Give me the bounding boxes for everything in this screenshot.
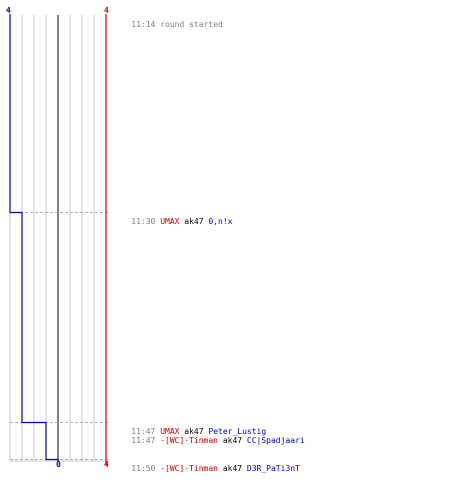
red-team-end-score: 4 bbox=[104, 460, 109, 469]
blue-team-end-score: 0 bbox=[56, 460, 61, 469]
event-text: round started bbox=[160, 20, 223, 29]
event-kill: 11:30 UMAX ak47 0,n!x bbox=[112, 208, 232, 235]
event-time: 11:47 bbox=[131, 427, 156, 436]
event-killer: UMAX bbox=[160, 217, 180, 226]
event-kill: 11:47 UMAX ak47 Peter_Lustig bbox=[112, 418, 266, 445]
event-victim: Peter_Lustig bbox=[208, 427, 267, 436]
event-weapon: ak47 bbox=[184, 427, 204, 436]
event-round-start: 11:14 round started bbox=[112, 11, 223, 38]
event-killer: UMAX bbox=[160, 427, 180, 436]
event-kill: 11:50 -[WC]-Tinman ak47 D3R_PaTi3nT bbox=[112, 455, 300, 482]
event-weapon: ak47 bbox=[222, 464, 243, 473]
grid bbox=[9, 15, 107, 462]
event-time: 11:30 bbox=[131, 217, 156, 226]
event-killer: -[WC]-Tinman bbox=[160, 464, 218, 473]
blue-team-score-line bbox=[9, 14, 59, 461]
event-time: 11:14 bbox=[131, 20, 156, 29]
event-kill: 11:47 -[WC]-Tinman ak47 CC|Spadjaari bbox=[112, 427, 305, 454]
event-victim: 0,n!x bbox=[208, 217, 233, 226]
event-killer: -[WC]-Tinman bbox=[160, 436, 218, 445]
event-time: 11:50 bbox=[131, 464, 156, 473]
event-weapon: ak47 bbox=[184, 217, 204, 226]
event-weapon: ak47 bbox=[222, 436, 243, 445]
event-time: 11:47 bbox=[131, 436, 156, 445]
blue-team-start-score: 4 bbox=[6, 6, 11, 15]
red-team-start-score: 4 bbox=[104, 6, 109, 15]
event-victim: D3R_PaTi3nT bbox=[246, 464, 300, 473]
event-victim: CC|Spadjaari bbox=[246, 436, 305, 445]
